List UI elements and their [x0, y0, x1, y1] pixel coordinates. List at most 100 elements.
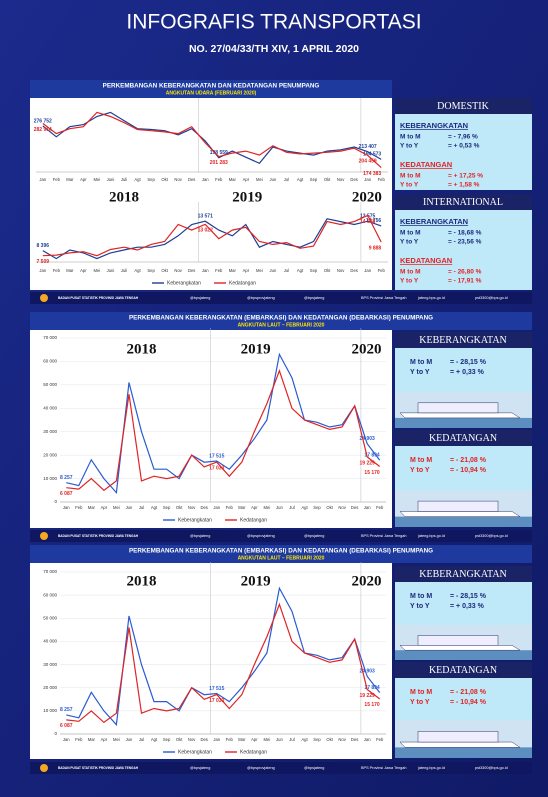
footer-item: @bpsjateng [304, 534, 324, 538]
x-tick-label: Juli [121, 177, 127, 182]
ship-hull [399, 511, 521, 517]
panel-body [395, 678, 532, 720]
x-tick-label: Jun [276, 505, 283, 510]
data-label: 12 756 [366, 218, 382, 224]
x-tick-label: Agt [134, 268, 141, 273]
data-label: 6 087 [60, 491, 73, 497]
row-label: M to M [410, 593, 432, 600]
panel-header [395, 662, 532, 678]
data-label: 14 588 [360, 219, 376, 225]
group-heading: KEDATANGAN [400, 160, 452, 169]
panel-body [395, 582, 532, 625]
y-tick-label: 30 000 [43, 662, 57, 667]
x-tick-label: Apr [101, 505, 108, 510]
row-value: = + 0,33 % [450, 603, 485, 610]
ship-hull [399, 412, 521, 419]
x-tick-label: Jun [126, 737, 133, 742]
y-tick-label: 50 000 [43, 382, 57, 387]
legend-label: Keberangkatan [178, 517, 212, 523]
x-tick-label: Des [350, 177, 357, 182]
panel-title: KEDATANGAN [429, 665, 497, 676]
y-tick-label: 20 000 [43, 685, 57, 690]
x-tick-label: Jul [284, 268, 289, 273]
panel-body [395, 348, 532, 392]
row-label: Y to Y [400, 143, 419, 150]
footer-item: BPS Provinsi Jawa Tengah [361, 534, 407, 538]
x-tick-label: Apr [251, 505, 258, 510]
x-tick-label: Agt [301, 505, 308, 510]
x-tick-label: Jul [289, 505, 294, 510]
panel-header [395, 98, 532, 114]
x-tick-label: Feb [75, 505, 83, 510]
chart-title: PERKEMBANGAN KEBERANGKATAN DAN KEDATANGA… [103, 82, 320, 89]
x-tick-label: Jan [202, 177, 209, 182]
y-tick-label: 30 000 [43, 429, 57, 434]
y-tick-label: 10 000 [43, 476, 57, 481]
panel-body [395, 210, 532, 290]
footer-item: @bpsprovjateng [247, 534, 275, 538]
x-tick-label: Mar [66, 177, 74, 182]
year-label: 2018 [109, 189, 139, 205]
title-bar [30, 545, 532, 563]
footer-org: BADAN PUSAT STATISTIK PROVINSI JAWA TENG… [58, 766, 139, 770]
x-tick-label: Mar [88, 505, 96, 510]
row-value: = - 26,80 % [448, 269, 482, 276]
row-value: = - 10,94 % [450, 467, 487, 474]
panel-title: DOMESTIK [437, 101, 489, 112]
data-label: 9 888 [369, 245, 382, 251]
row-value: = + 0,53 % [448, 143, 480, 150]
year-label: 2019 [241, 341, 271, 357]
footer-org: BADAN PUSAT STATISTIK PROVINSI JAWA TENG… [58, 534, 139, 538]
x-tick-label: Jan [364, 177, 371, 182]
row-label: M to M [400, 134, 421, 141]
row-value: = - 17,91 % [448, 278, 482, 285]
row-label: Y to Y [410, 603, 430, 610]
y-tick-label: 70 000 [43, 569, 57, 574]
data-label: 13 571 [198, 214, 214, 220]
x-tick-label: Mei [256, 268, 263, 273]
row-value: = + 0,33 % [450, 369, 485, 376]
x-tick-label: Mei [94, 177, 101, 182]
chart-title: PERKEMBANGAN KEBERANGKATAN (EMBARKASI) D… [129, 547, 433, 554]
row-value: = - 21,08 % [450, 689, 487, 696]
year-label: 2019 [241, 573, 271, 589]
x-tick-label: Jul [139, 737, 144, 742]
x-tick-label: Mei [264, 737, 271, 742]
x-tick-label: Mar [238, 737, 246, 742]
y-tick-label: 0 [54, 499, 57, 504]
x-tick-label: Feb [215, 268, 223, 273]
x-tick-label: Nov [174, 177, 182, 182]
footer-item: BPS Provinsi Jawa Tengah [361, 296, 407, 300]
data-label: 17 894 [364, 685, 380, 691]
x-tick-label: Apr [251, 737, 258, 742]
title-bar [30, 312, 532, 330]
x-tick-label: Agt [134, 177, 141, 182]
footer-item: pst3300@bps.go.id [475, 534, 508, 538]
x-tick-label: Jan [364, 268, 371, 273]
series-line [42, 218, 382, 260]
x-tick-label: Mar [238, 505, 246, 510]
x-tick-label: Nov [188, 737, 196, 742]
x-tick-label: Jun [276, 737, 283, 742]
row-value: = - 28,15 % [450, 593, 487, 600]
series-line [66, 602, 381, 724]
data-label: 15 170 [364, 702, 380, 708]
x-tick-label: Jan [63, 505, 70, 510]
row-label: Y to Y [410, 699, 430, 706]
x-tick-label: Des [200, 737, 207, 742]
data-label: 15 170 [364, 470, 380, 476]
footer-item: @bpsjateng [190, 296, 210, 300]
panel-header [395, 566, 532, 582]
legend-label: Keberangkatan [167, 280, 201, 286]
footer-item: @bpsprovjateng [247, 296, 275, 300]
x-tick-label: Sep [147, 177, 155, 182]
logo [40, 764, 48, 772]
footer-item: @bpsjateng [304, 766, 324, 770]
row-value: = - 23,56 % [448, 239, 482, 246]
x-tick-label: Mei [256, 177, 263, 182]
chart-subtitle: ANGKUTAN UDARA (FEBRUARI 2020) [166, 91, 257, 97]
ship-hull [399, 741, 521, 748]
logo [40, 532, 48, 540]
x-tick-label: Okt [324, 268, 331, 273]
year-label: 2020 [351, 341, 381, 357]
